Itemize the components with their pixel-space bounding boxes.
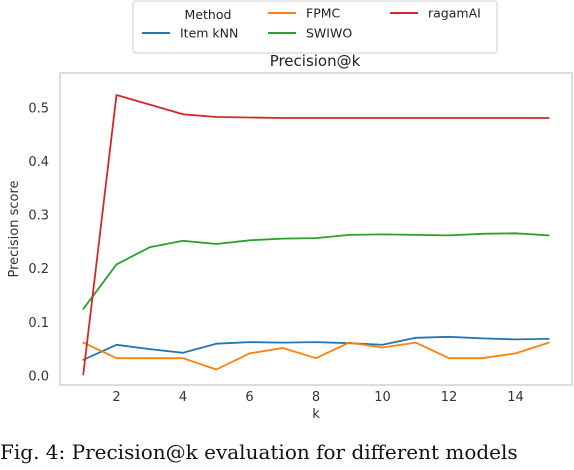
- x-tick-label: 6: [245, 390, 253, 405]
- series-line-swiwo: [82, 232, 550, 310]
- x-tick-label: 4: [179, 390, 187, 405]
- legend-label-swiwo: SWIWO: [306, 26, 352, 41]
- y-axis-label: Precision score: [7, 180, 22, 277]
- x-axis-label: k: [312, 407, 320, 422]
- y-tick-label: 0.0: [28, 369, 49, 384]
- y-tick-label: 0.2: [28, 262, 49, 277]
- legend-label-ragamai: ragamAI: [428, 6, 481, 21]
- figure-caption: Fig. 4: Precision@k evaluation for diffe…: [0, 440, 518, 464]
- x-tick-label: 12: [441, 390, 458, 405]
- series-line-item-knn: [82, 335, 550, 361]
- legend-label-fpmc: FPMC: [306, 6, 341, 21]
- legend-title: Method: [185, 7, 232, 22]
- legend-label-item-knn: Item kNN: [180, 26, 238, 41]
- precision-at-k-figure: Method Item kNN FPMC SWIWO ragamAI Precisio…: [7, 0, 573, 422]
- legend-entries: Item kNN FPMC SWIWO ragamAI: [142, 6, 481, 41]
- x-tick-label: 8: [312, 390, 320, 405]
- x-tick-label: 10: [374, 390, 391, 405]
- x-tick-label: 14: [507, 390, 524, 405]
- x-tick-label: 2: [112, 390, 120, 405]
- series-line-fpmc: [82, 341, 550, 371]
- series-line-ragamai: [82, 94, 550, 376]
- y-tick-label: 0.4: [28, 155, 49, 170]
- y-axis-ticks: 0.0 0.1 0.2 0.3 0.4 0.5: [28, 101, 49, 384]
- legend: Method Item kNN FPMC SWIWO ragamAI: [132, 0, 498, 54]
- y-tick-label: 0.3: [28, 209, 49, 224]
- plot-area-frame: [59, 72, 573, 386]
- chart-title: Precision@k: [270, 52, 361, 70]
- x-axis-ticks: 2 4 6 8 10 12 14: [112, 390, 523, 405]
- series-lines: [82, 94, 550, 376]
- y-tick-label: 0.1: [28, 316, 49, 331]
- y-tick-label: 0.5: [28, 101, 49, 116]
